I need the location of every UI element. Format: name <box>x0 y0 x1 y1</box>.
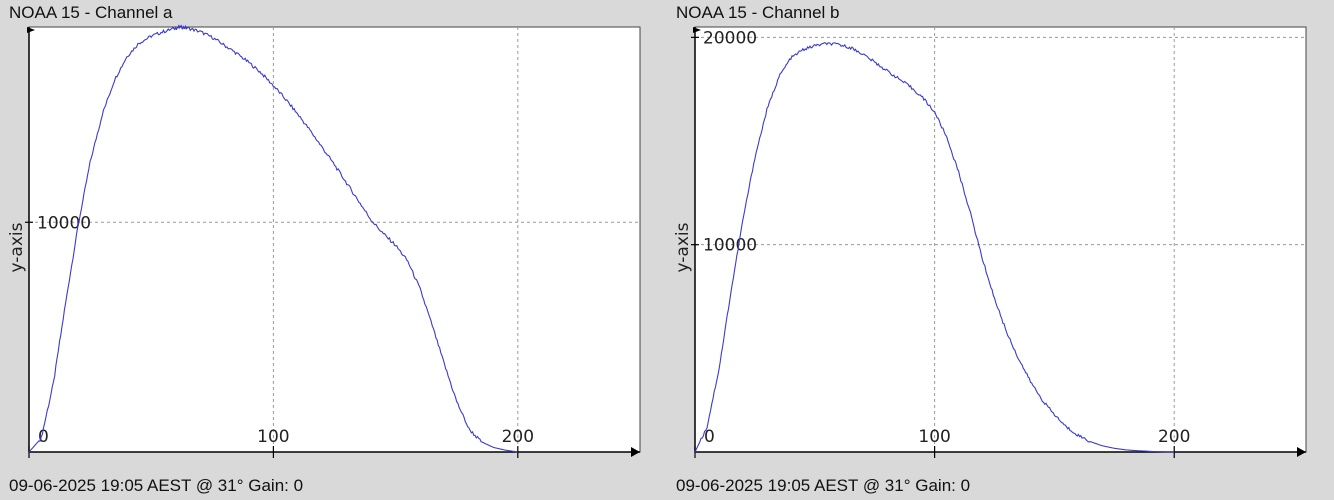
y-axis-label: y-axis <box>673 222 693 272</box>
series-line <box>694 42 1175 453</box>
chart-svg: 0 100 200 10000 y-axis <box>7 24 641 458</box>
x-tick-label: 100 <box>257 427 289 447</box>
plot-background <box>28 26 641 453</box>
x-tick-label: 0 <box>38 427 49 447</box>
y-tick-label: 20000 <box>703 28 757 48</box>
series-line <box>28 24 518 453</box>
x-axis-arrow <box>1297 447 1306 457</box>
y-axis-arrow <box>27 27 35 33</box>
x-tick-label: 100 <box>918 427 950 447</box>
chart-title: NOAA 15 - Channel b <box>676 3 840 22</box>
chart-panel-channel-b: NOAA 15 - Channel b 0 100 200 10000 20000 y-a… <box>667 0 1334 500</box>
y-tick-label: 10000 <box>37 213 91 233</box>
footer-status: 09-06-2025 19:05 AEST @ 31° Gain: 0 <box>676 476 971 495</box>
footer-status: 09-06-2025 19:05 AEST @ 31° Gain: 0 <box>9 476 304 495</box>
chart-title: NOAA 15 - Channel a <box>9 3 173 22</box>
plot-background <box>694 26 1307 453</box>
x-axis-arrow <box>631 447 640 457</box>
chart-svg: 0 100 200 10000 20000 y-axis <box>673 26 1307 458</box>
x-tick-label: 200 <box>1158 427 1190 447</box>
x-tick-label: 0 <box>704 427 715 447</box>
x-tick-label: 200 <box>502 427 534 447</box>
y-axis-arrow <box>693 27 701 33</box>
y-axis-label: y-axis <box>7 222 27 272</box>
y-tick-label: 10000 <box>703 236 757 256</box>
chart-panel-channel-a: NOAA 15 - Channel a 0 100 200 10000 y-axis 0… <box>7 3 641 495</box>
